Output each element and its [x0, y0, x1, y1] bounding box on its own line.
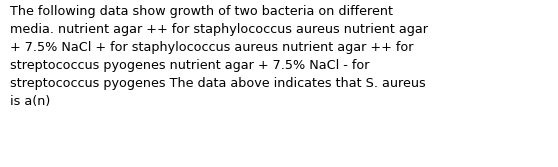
- Text: The following data show growth of two bacteria on different
media. nutrient agar: The following data show growth of two ba…: [10, 5, 428, 108]
